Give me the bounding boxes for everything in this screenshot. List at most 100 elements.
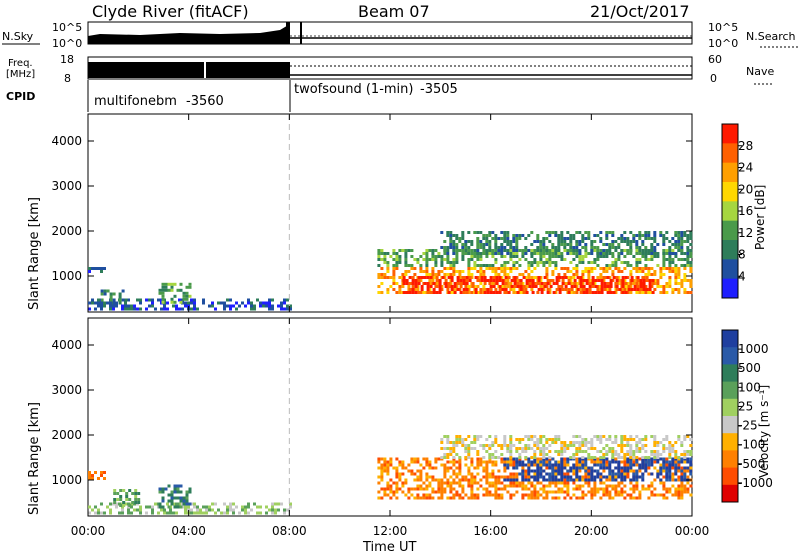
data-cell bbox=[518, 291, 522, 294]
data-cell bbox=[611, 496, 615, 500]
data-cell bbox=[184, 511, 187, 515]
data-cell bbox=[683, 435, 687, 438]
data-cell bbox=[488, 453, 492, 456]
data-cell bbox=[509, 463, 513, 467]
data-cell bbox=[473, 435, 477, 438]
data-cell bbox=[582, 279, 586, 282]
data-cell bbox=[602, 252, 606, 255]
data-cell bbox=[413, 258, 417, 261]
data-cell bbox=[494, 246, 498, 249]
data-cell bbox=[623, 475, 627, 479]
data-cell bbox=[581, 261, 585, 264]
data-cell bbox=[596, 246, 600, 249]
data-cell bbox=[626, 453, 630, 456]
data-cell bbox=[482, 466, 486, 470]
data-cell bbox=[683, 264, 687, 267]
data-cell bbox=[599, 273, 603, 276]
data-cell bbox=[128, 489, 132, 492]
data-cell bbox=[518, 273, 522, 276]
data-cell bbox=[656, 279, 660, 282]
data-cell bbox=[572, 487, 576, 491]
data-cell bbox=[638, 438, 642, 441]
data-cell bbox=[644, 252, 648, 255]
data-cell bbox=[182, 291, 186, 295]
data-cell bbox=[566, 481, 570, 485]
data-cell bbox=[680, 453, 684, 456]
data-cell bbox=[629, 285, 633, 288]
colorbar-tick-label: 28 bbox=[738, 139, 753, 153]
data-cell bbox=[474, 288, 478, 291]
data-cell bbox=[575, 457, 579, 461]
data-cell bbox=[569, 252, 573, 255]
data-cell bbox=[581, 466, 585, 470]
data-cell bbox=[494, 450, 498, 453]
data-cell bbox=[259, 301, 262, 305]
data-cell bbox=[461, 484, 465, 488]
data-cell bbox=[492, 279, 496, 282]
data-cell bbox=[560, 450, 564, 453]
data-cell bbox=[501, 282, 505, 285]
data-cell bbox=[476, 240, 480, 243]
colorbar-segment bbox=[722, 381, 738, 400]
data-cell bbox=[608, 264, 612, 267]
data-cell bbox=[674, 252, 678, 255]
data-cell bbox=[473, 466, 477, 470]
data-cell bbox=[626, 460, 630, 464]
data-cell bbox=[383, 487, 387, 491]
data-cell bbox=[527, 444, 531, 447]
data-cell bbox=[443, 475, 447, 479]
data-cell bbox=[569, 469, 573, 473]
data-cell bbox=[161, 294, 165, 298]
data-cell bbox=[674, 441, 678, 444]
data-cell bbox=[527, 267, 531, 270]
data-cell bbox=[473, 261, 477, 264]
data-cell bbox=[542, 453, 546, 456]
data-cell bbox=[386, 267, 390, 270]
data-cell bbox=[494, 252, 498, 255]
data-cell bbox=[167, 493, 171, 497]
data-cell bbox=[220, 301, 223, 305]
data-cell bbox=[173, 505, 177, 509]
data-cell bbox=[569, 261, 573, 264]
data-cell bbox=[434, 490, 438, 494]
data-cell bbox=[590, 460, 594, 464]
data-cell bbox=[235, 301, 238, 305]
data-cell bbox=[185, 490, 189, 494]
data-cell bbox=[585, 291, 589, 294]
data-cell bbox=[578, 475, 582, 479]
data-cell bbox=[545, 496, 549, 500]
data-cell bbox=[587, 469, 591, 473]
data-cell bbox=[638, 450, 642, 453]
data-cell bbox=[662, 447, 666, 450]
data-cell bbox=[635, 475, 639, 479]
data-cell bbox=[662, 264, 666, 267]
data-cell bbox=[638, 270, 642, 273]
data-cell bbox=[515, 450, 519, 453]
data-cell bbox=[599, 255, 603, 258]
data-cell bbox=[467, 484, 471, 488]
data-cell bbox=[603, 282, 607, 285]
data-cell bbox=[662, 438, 666, 441]
data-cell bbox=[680, 444, 684, 447]
data-cell bbox=[170, 282, 174, 286]
data-cell bbox=[659, 234, 663, 237]
data-cell bbox=[173, 496, 177, 500]
data-cell bbox=[482, 246, 486, 249]
data-cell bbox=[587, 453, 591, 456]
data-cell bbox=[632, 234, 636, 237]
data-cell bbox=[401, 490, 405, 494]
data-cell bbox=[465, 276, 469, 279]
data-cell bbox=[521, 438, 525, 441]
data-cell bbox=[97, 477, 100, 480]
data-cell bbox=[489, 288, 493, 291]
data-cell bbox=[662, 493, 666, 497]
data-cell bbox=[446, 267, 450, 270]
data-cell bbox=[289, 505, 292, 509]
data-cell bbox=[419, 475, 423, 479]
data-cell bbox=[539, 249, 543, 252]
data-cell bbox=[567, 288, 571, 291]
data-cell bbox=[437, 255, 441, 258]
data-cell bbox=[668, 264, 672, 267]
data-cell bbox=[557, 255, 561, 258]
data-cell bbox=[506, 279, 510, 282]
